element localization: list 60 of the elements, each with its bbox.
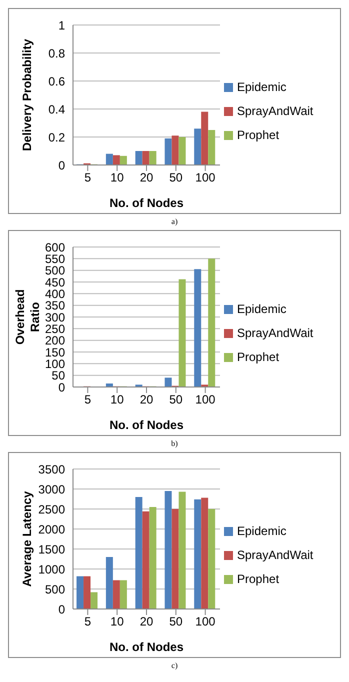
y-tick-label: 0.6 xyxy=(48,74,66,88)
legend-label: Epidemic xyxy=(237,80,286,94)
y-axis-title: Average Latency xyxy=(20,490,34,587)
y-axis-title: Overhead Ratio xyxy=(13,289,42,345)
x-tick-label: 100 xyxy=(195,392,216,407)
legend-label: Prophet xyxy=(237,350,280,364)
x-axis-title: No. of Nodes xyxy=(110,196,184,210)
y-tick-label: 400 xyxy=(44,286,66,301)
y-tick-label: 150 xyxy=(44,345,66,360)
y-tick-label: 2000 xyxy=(38,522,66,536)
x-tick-label: 100 xyxy=(195,614,216,629)
legend-label: Epidemic xyxy=(237,524,286,538)
x-tick-label: 20 xyxy=(140,170,154,185)
text: b) xyxy=(170,439,179,448)
legend-label: SprayAndWait xyxy=(237,548,314,562)
x-tick-label: 10 xyxy=(110,614,124,629)
y-tick-label: 550 xyxy=(44,252,66,266)
x-tick-label: 20 xyxy=(140,614,154,629)
x-tick-label: 5 xyxy=(84,170,92,185)
x-tick-label: 20 xyxy=(140,392,154,407)
text: a) xyxy=(170,217,179,226)
y-tick-label: 600 xyxy=(44,240,66,254)
x-tick-label: 50 xyxy=(169,392,183,407)
y-axis-title: Delivery Probability xyxy=(20,38,34,152)
x-tick-label: 10 xyxy=(110,170,124,185)
legend-label: Prophet xyxy=(237,572,280,586)
y-tick-label: 1000 xyxy=(38,562,66,576)
y-tick-label: 50 xyxy=(52,368,66,383)
x-tick-label: 10 xyxy=(110,392,124,407)
text: c) xyxy=(170,661,179,670)
legend-label: Epidemic xyxy=(237,302,286,316)
y-tick-label: 0.8 xyxy=(48,46,66,60)
x-tick-label: 100 xyxy=(195,170,216,185)
x-tick-label: 5 xyxy=(84,614,92,629)
y-tick-label: 0.4 xyxy=(48,102,66,116)
x-tick-label: 50 xyxy=(169,614,183,629)
x-tick-label: 5 xyxy=(84,392,92,407)
x-axis-title: No. of Nodes xyxy=(110,418,184,432)
legend-label: SprayAndWait xyxy=(237,104,314,118)
x-axis-title: No. of Nodes xyxy=(110,640,184,654)
y-tick-label: 250 xyxy=(44,322,66,336)
y-tick-label: 0 xyxy=(58,602,66,616)
legend-label: SprayAndWait xyxy=(237,326,314,340)
legend-label: Prophet xyxy=(237,128,280,142)
y-tick-label: 300 xyxy=(44,310,66,324)
y-tick-label: 450 xyxy=(44,275,66,290)
y-tick-label: 3000 xyxy=(38,482,66,496)
y-tick-label: 100 xyxy=(44,356,66,371)
y-tick-label: 2500 xyxy=(38,502,66,516)
y-tick-label: 0 xyxy=(58,380,66,394)
y-tick-label: 0 xyxy=(58,158,66,172)
y-tick-label: 500 xyxy=(44,264,66,278)
y-tick-label: 1 xyxy=(58,18,66,32)
y-tick-label: 350 xyxy=(44,298,66,313)
y-tick-label: 0.2 xyxy=(48,130,66,144)
y-tick-label: 200 xyxy=(44,334,66,348)
y-tick-label: 3500 xyxy=(38,462,66,476)
y-tick-label: 500 xyxy=(44,582,66,596)
x-tick-label: 50 xyxy=(169,170,183,185)
y-tick-label: 1500 xyxy=(38,542,66,556)
